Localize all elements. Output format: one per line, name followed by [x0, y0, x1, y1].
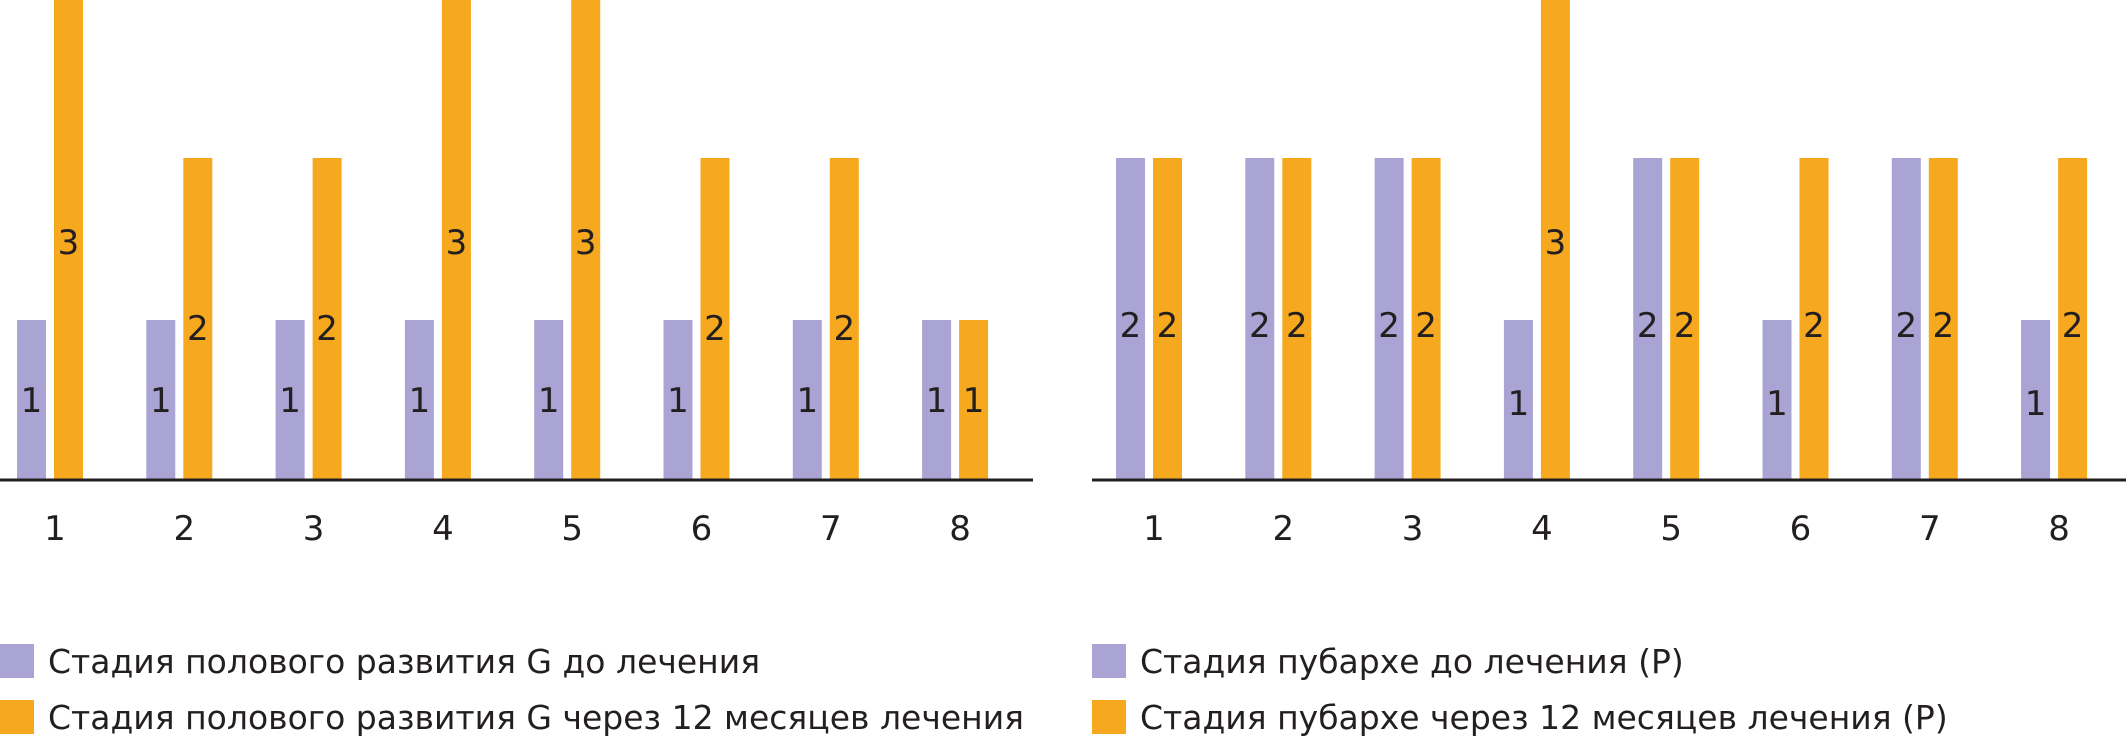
legend-label-g-before: Стадия полового развития G до лечения	[48, 641, 761, 681]
data-label-chart1-s1-cat6: 1	[667, 381, 689, 421]
legend-item-g-before: Стадия полового развития G до лечения	[0, 640, 1024, 682]
data-label-chart2-s2-cat7: 2	[1932, 306, 1954, 346]
x-tick-label-chart1-cat5: 5	[561, 509, 583, 549]
data-label-chart1-s2-cat6: 2	[704, 309, 726, 349]
bar-chart2-s1-cat6	[1762, 320, 1792, 480]
bar-chart2-s2-cat6	[1799, 158, 1829, 480]
bar-chart1-s1-cat1	[17, 320, 46, 480]
x-tick-label-chart1-cat7: 7	[820, 509, 842, 549]
legend-item-p-after: Стадия пубархе через 12 месяцев лечения …	[1092, 696, 1948, 738]
x-tick-label-chart1-cat2: 2	[173, 509, 195, 549]
data-label-chart1-s2-cat4: 3	[446, 223, 468, 263]
x-tick-label-chart2-cat2: 2	[1272, 509, 1294, 549]
data-label-chart1-s1-cat7: 1	[796, 381, 818, 421]
x-tick-label-chart1-cat1: 1	[44, 509, 66, 549]
bar-chart1-s2-cat4	[441, 0, 471, 480]
bar-chart2-s2-cat7	[1928, 158, 1958, 480]
data-label-chart1-s1-cat2: 1	[150, 381, 172, 421]
data-label-chart2-s2-cat5: 2	[1674, 306, 1696, 346]
bar-chart1-s2-cat3	[312, 158, 342, 480]
bar-chart2-s1-cat3	[1374, 158, 1404, 480]
bar-chart2-s1-cat7	[1891, 158, 1921, 480]
bar-chart2-s2-cat3	[1411, 158, 1441, 480]
data-label-chart1-s2-cat2: 2	[187, 309, 209, 349]
bar-chart1-s1-cat3	[275, 320, 305, 480]
bar-chart1-s2-cat6	[700, 158, 730, 480]
bar-chart2-s2-cat4	[1540, 0, 1570, 480]
legend-label-p-before: Стадия пубархе до лечения (P)	[1140, 641, 1684, 681]
x-tick-label-chart1-cat6: 6	[691, 509, 713, 549]
bar-chart2-s2-cat2	[1282, 158, 1312, 480]
bar-chart1-s2-cat7	[829, 158, 859, 480]
bar-chart1-s1-cat4	[404, 320, 434, 480]
x-tick-label-chart2-cat6: 6	[1790, 509, 1812, 549]
bar-chart1-s2-cat1	[54, 0, 83, 480]
bar-chart1-s1-cat8	[922, 320, 952, 480]
legend-item-p-before: Стадия пубархе до лечения (P)	[1092, 640, 1948, 682]
bar-chart1-s1-cat7	[792, 320, 822, 480]
bar-chart2-s1-cat1	[1116, 158, 1145, 480]
x-tick-label-chart2-cat8: 8	[2048, 509, 2070, 549]
bar-chart2-s2-cat8	[2058, 158, 2088, 480]
data-label-chart1-s2-cat7: 2	[833, 309, 855, 349]
bar-chart1-s2-cat8	[959, 320, 989, 480]
x-tick-label-chart2-cat7: 7	[1919, 509, 1941, 549]
data-label-chart2-s1-cat4: 1	[1508, 384, 1530, 424]
data-label-chart2-s1-cat7: 2	[1895, 306, 1917, 346]
data-label-chart1-s1-cat8: 1	[926, 381, 948, 421]
x-tick-label-chart1-cat3: 3	[303, 509, 325, 549]
bar-chart2-s1-cat4	[1503, 320, 1533, 480]
legend-label-p-after: Стадия пубархе через 12 месяцев лечения …	[1140, 697, 1948, 737]
legend-left: Стадия полового развития G до лечения Ст…	[0, 640, 1024, 738]
data-label-chart2-s1-cat1: 2	[1120, 306, 1142, 346]
data-label-chart2-s1-cat3: 2	[1378, 306, 1400, 346]
x-tick-label-chart1-cat8: 8	[949, 509, 971, 549]
data-label-chart2-s2-cat6: 2	[1803, 306, 1825, 346]
data-label-chart2-s2-cat8: 2	[2062, 306, 2084, 346]
bar-chart2-s2-cat5	[1670, 158, 1700, 480]
data-label-chart1-s1-cat4: 1	[409, 381, 431, 421]
bar-chart1-s2-cat2	[183, 158, 213, 480]
data-label-chart2-s1-cat8: 1	[2025, 384, 2047, 424]
data-label-chart2-s2-cat2: 2	[1286, 306, 1308, 346]
data-label-chart1-s2-cat8: 1	[963, 381, 985, 421]
bar-chart1-s1-cat5	[534, 320, 564, 480]
bar-chart1-s1-cat2	[146, 320, 176, 480]
data-label-chart2-s2-cat1: 2	[1157, 306, 1179, 346]
bar-chart2-s1-cat2	[1245, 158, 1275, 480]
legend-right: Стадия пубархе до лечения (P) Стадия пуб…	[1092, 640, 1948, 738]
data-label-chart2-s1-cat2: 2	[1249, 306, 1271, 346]
data-label-chart1-s2-cat1: 3	[58, 223, 80, 263]
data-label-chart1-s1-cat1: 1	[21, 381, 43, 421]
x-tick-label-chart2-cat5: 5	[1660, 509, 1682, 549]
bar-chart2-s1-cat8	[2021, 320, 2051, 480]
bar-chart1-s1-cat6	[663, 320, 693, 480]
legend-swatch-g-before	[0, 644, 34, 678]
x-tick-label-chart2-cat4: 4	[1531, 509, 1553, 549]
bar-chart2-s2-cat1	[1153, 158, 1182, 480]
data-label-chart2-s2-cat4: 3	[1545, 223, 1567, 263]
data-label-chart1-s1-cat3: 1	[279, 381, 301, 421]
x-tick-label-chart1-cat4: 4	[432, 509, 454, 549]
legend-swatch-g-after	[0, 700, 34, 734]
legend-label-g-after: Стадия полового развития G через 12 меся…	[48, 697, 1025, 737]
legend-item-g-after: Стадия полового развития G через 12 меся…	[0, 696, 1024, 738]
data-label-chart1-s2-cat3: 2	[316, 309, 338, 349]
legend-swatch-p-before	[1092, 644, 1126, 678]
data-label-chart1-s1-cat5: 1	[538, 381, 560, 421]
data-label-chart2-s1-cat6: 1	[1766, 384, 1788, 424]
x-tick-label-chart2-cat3: 3	[1402, 509, 1424, 549]
bar-chart1-s2-cat5	[571, 0, 601, 480]
data-label-chart2-s2-cat3: 2	[1415, 306, 1437, 346]
x-tick-label-chart2-cat1: 1	[1143, 509, 1165, 549]
data-label-chart2-s1-cat5: 2	[1637, 306, 1659, 346]
data-label-chart1-s2-cat5: 3	[575, 223, 597, 263]
bar-chart2-s1-cat5	[1633, 158, 1663, 480]
legend-swatch-p-after	[1092, 700, 1126, 734]
